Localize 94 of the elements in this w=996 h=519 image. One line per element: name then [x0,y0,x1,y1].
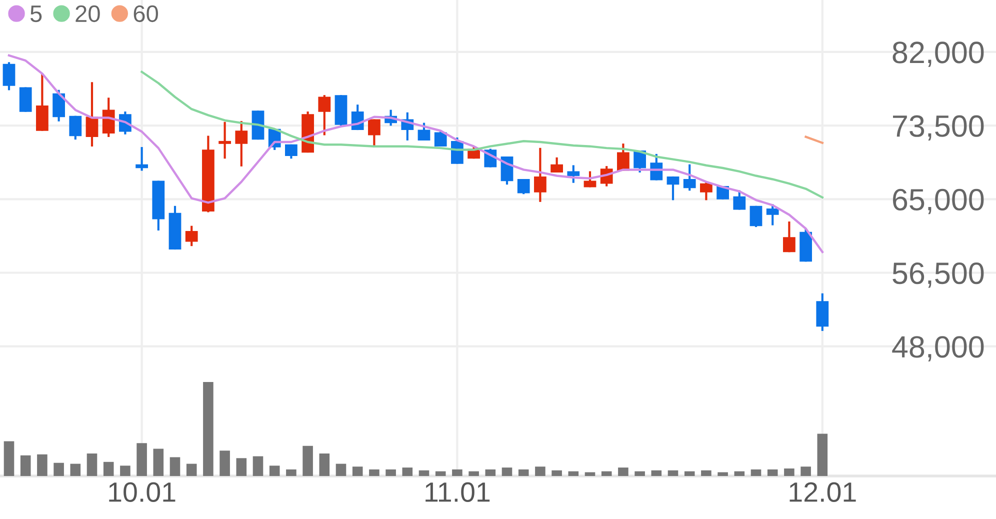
candlestick [36,73,48,131]
candlestick [318,95,331,136]
bar [651,470,662,476]
candlestick [617,144,630,171]
y-tick-label: 65,000 [892,188,984,214]
bar [236,458,247,476]
bar [302,446,313,476]
bar [435,471,446,476]
candlestick [550,157,563,172]
bar [386,469,396,476]
bar [86,453,98,476]
bar [37,454,48,476]
bar [54,462,64,476]
bar [153,448,164,476]
candlestick [418,122,430,140]
bar [369,469,380,476]
bar [269,466,280,476]
candlestick [750,206,762,228]
candlestick [285,144,298,159]
line-series [8,54,824,254]
candlestick [666,176,680,200]
bar [535,466,546,476]
x-tick-label: 10.01 [109,482,176,502]
candlestick [766,204,779,226]
candlestick [86,82,98,147]
legend-label: 60 [134,5,158,22]
candlestick [2,62,16,90]
bar [750,469,762,476]
bar [817,434,828,476]
candlestick [733,190,746,210]
candlestick [52,90,65,122]
bar [584,472,596,476]
candlestick [517,179,530,194]
candlestick [700,182,712,200]
x-tick-label: 11.01 [426,482,490,502]
bar [634,471,645,476]
bar [136,443,147,476]
candlestick [368,119,380,148]
bar [203,382,214,476]
bar [800,466,811,476]
candlestick [634,150,646,172]
bar [4,441,14,476]
y-tick-label: 73,500 [893,115,984,141]
line-series [140,70,824,199]
bar [468,471,479,476]
bar [452,469,462,476]
candlestick [434,130,447,147]
candlestick [69,116,82,140]
bar [718,472,728,476]
bar [601,471,612,476]
bar [319,453,330,476]
bar [103,462,114,476]
bar [336,464,346,476]
candlestick [534,148,546,202]
bar [286,469,296,476]
bar [518,469,529,476]
bar [70,464,81,476]
bar [418,470,430,476]
bar [120,466,130,476]
bar [170,457,180,476]
candlestick [683,164,696,191]
bar [352,466,363,476]
candlestick [235,121,248,166]
candlestick [185,226,198,246]
bar [502,468,512,476]
bar [767,469,778,476]
y-tick-label: 82,000 [892,42,984,67]
candlestick [19,87,32,112]
bar [618,468,628,476]
candlestick [783,221,796,252]
bar [734,471,745,476]
x-tick-label: 12.01 [790,482,856,502]
bar [568,471,579,476]
bar [402,468,413,476]
y-tick-label: 48,000 [892,336,984,362]
bar [684,471,695,476]
y-tick-label: 56,500 [892,262,984,288]
candlestick [218,122,231,159]
candlestick [567,165,580,183]
bar [485,469,496,476]
bar [784,468,794,476]
legend-label: 5 [30,6,42,22]
bar [252,456,264,476]
candlestick [136,147,148,171]
bar [552,470,562,476]
candlestick [816,293,829,331]
legend-label: 20 [76,5,100,22]
bar [220,450,230,476]
candlestick [102,98,115,137]
candlestick [584,171,596,188]
bar [20,455,31,476]
bar [186,464,197,476]
bar [701,470,712,476]
bar [668,470,678,476]
